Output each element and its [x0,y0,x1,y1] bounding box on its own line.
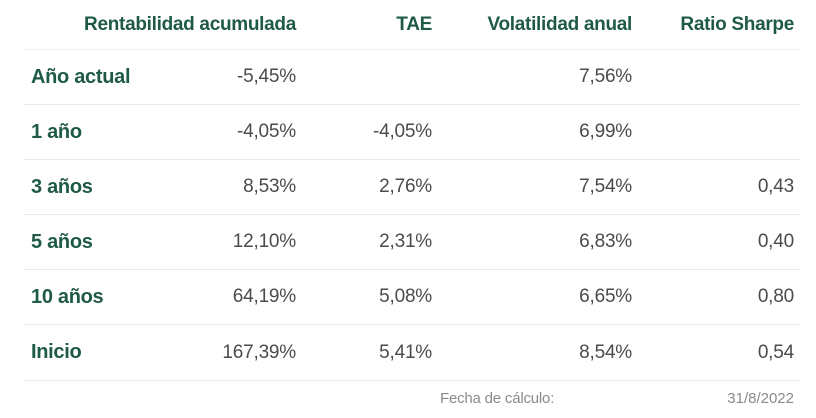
calculation-date-value: 31/8/2022 [727,390,794,407]
tae-value: 2,76% [379,176,432,197]
table-row: 1 año -4,05% -4,05% 6,99% [24,105,800,160]
sharpe-value: 0,80 [757,286,794,307]
tae-value: 5,41% [379,341,432,363]
rentabilidad-value: 167,39% [222,341,296,363]
table-row: Año actual -5,45% 7,56% [24,50,800,105]
rentabilidad-value: 12,10% [232,231,296,252]
table-row: Inicio 167,39% 5,41% 8,54% 0,54 [24,325,800,380]
sharpe-value: 0,43 [757,176,794,197]
tae-value: 5,08% [379,286,432,307]
rentabilidad-value: -4,05% [236,121,296,142]
rentabilidad-value: 8,53% [243,176,296,197]
volatilidad-value: 7,56% [579,66,632,87]
tae-value: -4,05% [372,121,432,142]
header-volatilidad-anual: Volatilidad anual [487,13,633,35]
row-label: Inicio [31,341,82,363]
row-label: 1 año [31,120,82,143]
header-ratio-sharpe: Ratio Sharpe [680,13,794,35]
table-row: 3 años 8,53% 2,76% 7,54% 0,43 [24,160,800,215]
tae-value: 2,31% [379,231,432,252]
sharpe-value: 0,40 [757,231,794,252]
volatilidad-value: 6,65% [579,286,632,307]
sharpe-value: 0,54 [757,341,794,363]
rentabilidad-value: 64,19% [232,286,296,307]
calculation-date-label: Fecha de cálculo: [440,390,555,407]
row-label: Año actual [31,65,131,88]
rentabilidad-value: -5,45% [236,66,296,87]
row-label: 10 años [31,285,104,308]
header-tae: TAE [396,13,432,35]
row-label: 5 años [31,230,93,253]
table-row: 5 años 12,10% 2,31% 6,83% 0,40 [24,215,800,270]
row-label: 3 años [31,175,93,198]
volatilidad-value: 8,54% [579,341,632,363]
returns-table: Rentabilidad acumulada TAE Volatilidad a… [24,0,800,380]
table-header-row: Rentabilidad acumulada TAE Volatilidad a… [24,0,800,50]
calculation-date-footer: Fecha de cálculo: 31/8/2022 [24,380,800,418]
volatilidad-value: 6,99% [579,121,632,142]
table-row: 10 años 64,19% 5,08% 6,65% 0,80 [24,270,800,325]
volatilidad-value: 6,83% [579,231,632,252]
volatilidad-value: 7,54% [579,176,632,197]
header-rentabilidad-acumulada: Rentabilidad acumulada [84,13,296,35]
